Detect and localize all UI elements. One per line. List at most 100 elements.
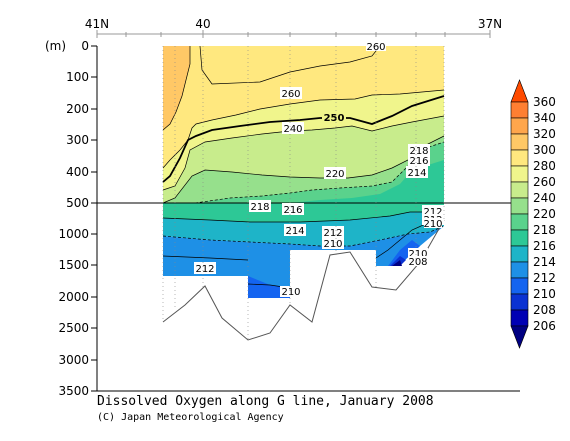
svg-text:250: 250	[324, 113, 345, 124]
svg-text:216: 216	[283, 205, 302, 216]
colorbar-level-label: 212	[533, 271, 556, 285]
contour-line	[199, 45, 381, 85]
contour-label: 214	[406, 166, 428, 179]
contour-label: 240	[282, 122, 304, 135]
colorbar-swatch	[510, 149, 529, 167]
colorbar-swatch	[510, 197, 529, 215]
contour-label: 210	[408, 248, 428, 260]
colorbar-swatch	[510, 325, 529, 349]
svg-text:210: 210	[281, 287, 300, 298]
contour-label: 260	[280, 87, 302, 100]
contour-label-bold: 250	[322, 111, 346, 124]
contour-line	[162, 89, 445, 169]
top-latitude-axis: 41N 40 37N	[85, 17, 502, 38]
colorbar-level-label: 216	[533, 239, 556, 253]
colorbar-swatch	[510, 133, 529, 151]
depth-tick: 400	[66, 165, 89, 179]
contour-label: 218	[408, 144, 430, 157]
depth-tick: 500	[66, 196, 89, 210]
depth-tick: 2500	[58, 321, 89, 335]
depth-tick: 200	[66, 102, 89, 116]
contour-label: 210	[280, 286, 302, 298]
contour-label: 216	[282, 203, 304, 216]
chart-title: Dissolved Oxygen along G line, January 2…	[97, 394, 434, 409]
svg-text:216: 216	[409, 156, 428, 167]
depth-tick: 3500	[58, 384, 89, 398]
fill-band-210-left	[248, 276, 290, 298]
colorbar-level-label: 340	[533, 111, 556, 125]
colorbar-swatch	[510, 229, 529, 247]
station-grid-lines	[162, 46, 445, 340]
seafloor-topography-line	[162, 219, 445, 341]
colorbar-swatch	[510, 181, 529, 199]
colorbar-swatch	[510, 293, 529, 311]
depth-unit-label: (m)	[45, 39, 66, 53]
fill-band-206-right	[392, 260, 402, 266]
colorbar-swatch	[510, 101, 529, 119]
contour-line	[162, 211, 444, 223]
depth-tick: 2000	[58, 290, 89, 304]
colorbar-swatch	[510, 117, 529, 135]
contour-label: 212	[322, 226, 344, 239]
colorbar-level-label: 280	[533, 159, 556, 173]
lat-tick-37n: 37N	[478, 17, 502, 31]
contour-line-bold-250	[162, 95, 445, 183]
contour-label: 212	[194, 262, 216, 275]
depth-tick: 0	[81, 39, 89, 53]
lower-panel-fills	[163, 203, 444, 298]
svg-text:210: 210	[408, 249, 427, 260]
colorbar-swatch	[510, 309, 529, 327]
fill-band-300	[163, 46, 190, 130]
colorbar-swatch	[510, 277, 529, 295]
contour-label: 210	[322, 238, 344, 250]
contour-label: 214	[284, 224, 306, 237]
contour-label: 210	[423, 218, 443, 230]
svg-text:212: 212	[423, 207, 442, 218]
colorbar-level-label: 320	[533, 127, 556, 141]
svg-text:214: 214	[407, 168, 426, 179]
lat-tick-41n: 41N	[85, 17, 109, 31]
colorbar-level-label: 220	[533, 207, 556, 221]
colorbar-swatch	[510, 213, 529, 231]
contour-label: 208	[408, 256, 428, 268]
fill-band-280	[163, 46, 444, 168]
svg-text:208: 208	[408, 257, 427, 268]
svg-text:218: 218	[250, 202, 269, 213]
contour-line	[194, 141, 445, 204]
colorbar-level-label: 218	[533, 223, 556, 237]
depth-axis: (m) 0 100 200 300 400 500 1000 1500 2000…	[45, 39, 97, 398]
colorbar-level-label: 206	[533, 319, 556, 333]
svg-text:212: 212	[195, 264, 214, 275]
fill-band-208-right	[390, 256, 406, 266]
contour-line	[162, 135, 445, 204]
contour-labels: 260 260 250 240 220 218 216 214 218 216 …	[194, 41, 444, 298]
svg-text:210: 210	[323, 239, 342, 250]
svg-text:218: 218	[409, 146, 428, 157]
fill-band-216	[290, 160, 444, 203]
lat-tick-40: 40	[195, 17, 210, 31]
colorbar-level-label: 360	[533, 95, 556, 109]
plot-frame	[96, 46, 520, 392]
colorbar-swatch	[510, 245, 529, 263]
colorbar-swatch	[510, 165, 529, 183]
colorbar: 360 340 320 300 280 260 240 220 218 216 214 212 210 2…	[510, 79, 556, 349]
colorbar-level-label: 214	[533, 255, 556, 269]
svg-text:220: 220	[325, 169, 344, 180]
svg-text:214: 214	[285, 226, 304, 237]
no-data-block-center	[290, 250, 376, 298]
svg-text:260: 260	[281, 89, 300, 100]
contour-line	[162, 255, 249, 261]
colorbar-level-label: 260	[533, 175, 556, 189]
svg-text:212: 212	[323, 228, 342, 239]
depth-tick: 1500	[58, 258, 89, 272]
contour-label: 220	[324, 167, 346, 180]
upper-panel-fills	[163, 46, 444, 203]
svg-text:240: 240	[283, 124, 302, 135]
colorbar-level-label: 208	[533, 303, 556, 317]
depth-tick: 300	[66, 133, 89, 147]
colorbar-swatch	[510, 261, 529, 279]
contour-label: 218	[249, 200, 271, 213]
depth-tick: 3000	[58, 353, 89, 367]
svg-text:210: 210	[423, 219, 442, 230]
